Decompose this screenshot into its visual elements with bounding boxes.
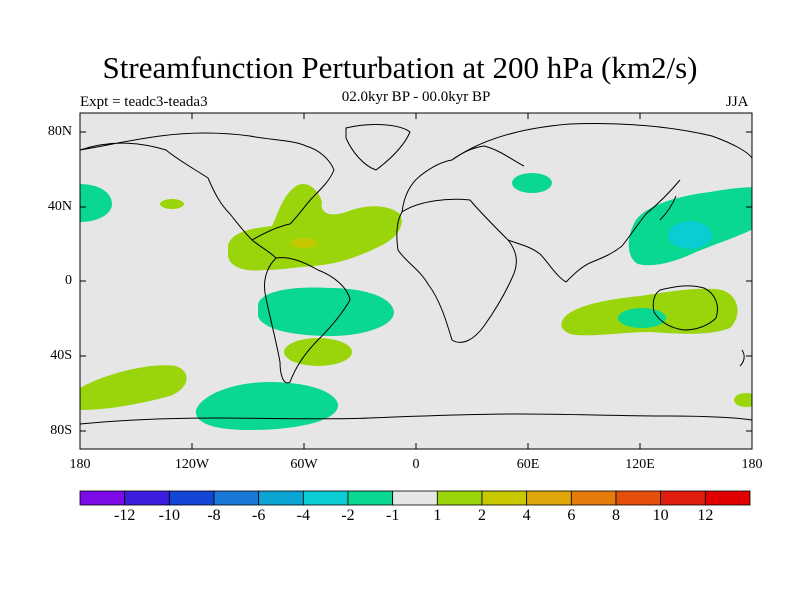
period-label: 02.0kyr BP - 00.0kyr BP xyxy=(341,89,491,105)
argentina-positive-region xyxy=(284,338,352,366)
south-america-coast xyxy=(263,257,351,384)
colorbar-label: 1 xyxy=(433,507,442,524)
colorbar-label: 4 xyxy=(522,507,531,524)
north-atlantic-positive-region xyxy=(228,183,402,271)
colorbar-box xyxy=(526,490,572,506)
axis-ticks xyxy=(80,113,752,449)
colorbar-label: 8 xyxy=(612,507,620,524)
gulf-small-positive xyxy=(160,199,184,209)
new-zealand-coast xyxy=(739,349,745,367)
colorbar-label: -6 xyxy=(251,507,266,524)
japan-coast xyxy=(659,195,677,221)
colorbar-box xyxy=(213,490,260,506)
lon-label-180-right: 180 xyxy=(741,457,763,472)
colorbar-label: -2 xyxy=(341,507,355,524)
coastlines xyxy=(80,123,752,425)
australia-coast xyxy=(652,285,718,331)
north-pacific-negative-region xyxy=(80,184,112,222)
colorbar-box xyxy=(481,490,528,506)
central-asia-negative-region xyxy=(512,173,552,193)
colorbar-box xyxy=(704,490,751,506)
colorbar-label: 6 xyxy=(567,507,576,524)
colorbar-label: -12 xyxy=(113,507,136,524)
experiment-label: Expt = teadc3-teada3 xyxy=(80,94,208,110)
colorbar-label: 10 xyxy=(652,507,669,524)
colorbar-box xyxy=(570,490,617,506)
colorbar-box xyxy=(168,490,215,506)
colorbar-label: -4 xyxy=(296,507,310,524)
lat-label-0: 0 xyxy=(65,273,72,288)
lon-label-60e: 60E xyxy=(516,457,540,472)
lat-label-80n: 80N xyxy=(47,124,72,139)
colorbar-box xyxy=(660,490,706,506)
far-east-positive-region xyxy=(734,393,752,407)
colorbar-box xyxy=(347,490,394,506)
western-pacific-core-region xyxy=(668,221,712,249)
lon-label-180-left: 180 xyxy=(69,457,91,472)
australia-negative-region xyxy=(618,308,666,328)
colorbar-label: -1 xyxy=(385,507,400,524)
lat-label-80s: 80S xyxy=(50,423,72,438)
greenland-coast xyxy=(345,124,411,171)
africa-coast xyxy=(396,198,517,343)
south-pacific-positive-region xyxy=(80,365,187,410)
lon-label-60w: 60W xyxy=(290,457,318,472)
colorbar-box xyxy=(302,490,349,506)
plot-title: Streamfunction Perturbation at 200 hPa (… xyxy=(102,50,698,85)
north-america-coast xyxy=(80,132,335,259)
south-atlantic-negative-region xyxy=(258,287,394,336)
colorbar xyxy=(79,490,751,506)
colorbar-box xyxy=(436,490,483,506)
asia-coast xyxy=(451,123,752,283)
lon-label-0: 0 xyxy=(412,457,420,472)
lat-label-40n: 40N xyxy=(47,199,72,214)
caribbean-core-region xyxy=(291,238,317,248)
colorbar-box xyxy=(79,490,126,506)
colorbar-box xyxy=(124,490,170,506)
lon-label-120e: 120E xyxy=(625,457,655,472)
colorbar-box xyxy=(392,490,438,506)
season-label: JJA xyxy=(726,94,749,110)
lat-label-40s: 40S xyxy=(50,348,72,363)
colorbar-label: -10 xyxy=(158,507,180,524)
colorbar-box xyxy=(615,490,662,506)
colorbar-box xyxy=(258,490,304,506)
colorbar-label: 12 xyxy=(697,507,714,524)
lon-label-120w: 120W xyxy=(174,457,210,472)
colorbar-label: 2 xyxy=(478,507,486,524)
antarctica-coast xyxy=(80,413,752,425)
colorbar-label: -8 xyxy=(207,507,221,524)
map-background xyxy=(80,113,752,449)
